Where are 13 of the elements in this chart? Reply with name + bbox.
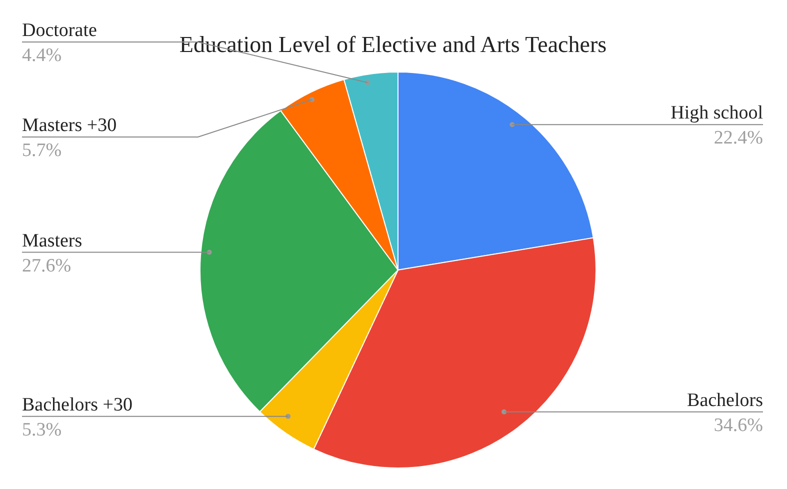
- slice-label: Bachelors: [687, 390, 763, 411]
- data-label: 5.3%: [22, 419, 62, 440]
- slice-label: Doctorate: [22, 20, 97, 41]
- slice-label: Bachelors +30: [22, 394, 132, 416]
- data-label: 34.6%: [714, 414, 764, 436]
- data-label: 5.7%: [22, 140, 62, 161]
- data-label: 27.6%: [22, 255, 72, 276]
- data-label: 22.4%: [714, 128, 764, 149]
- slice-label: Masters +30: [22, 115, 117, 136]
- slice-label: Masters: [22, 230, 82, 252]
- slice-label: High school: [670, 102, 763, 124]
- chart-title: Education Level of Elective and Arts Teachers: [179, 32, 607, 57]
- data-label: 4.4%: [22, 45, 62, 66]
